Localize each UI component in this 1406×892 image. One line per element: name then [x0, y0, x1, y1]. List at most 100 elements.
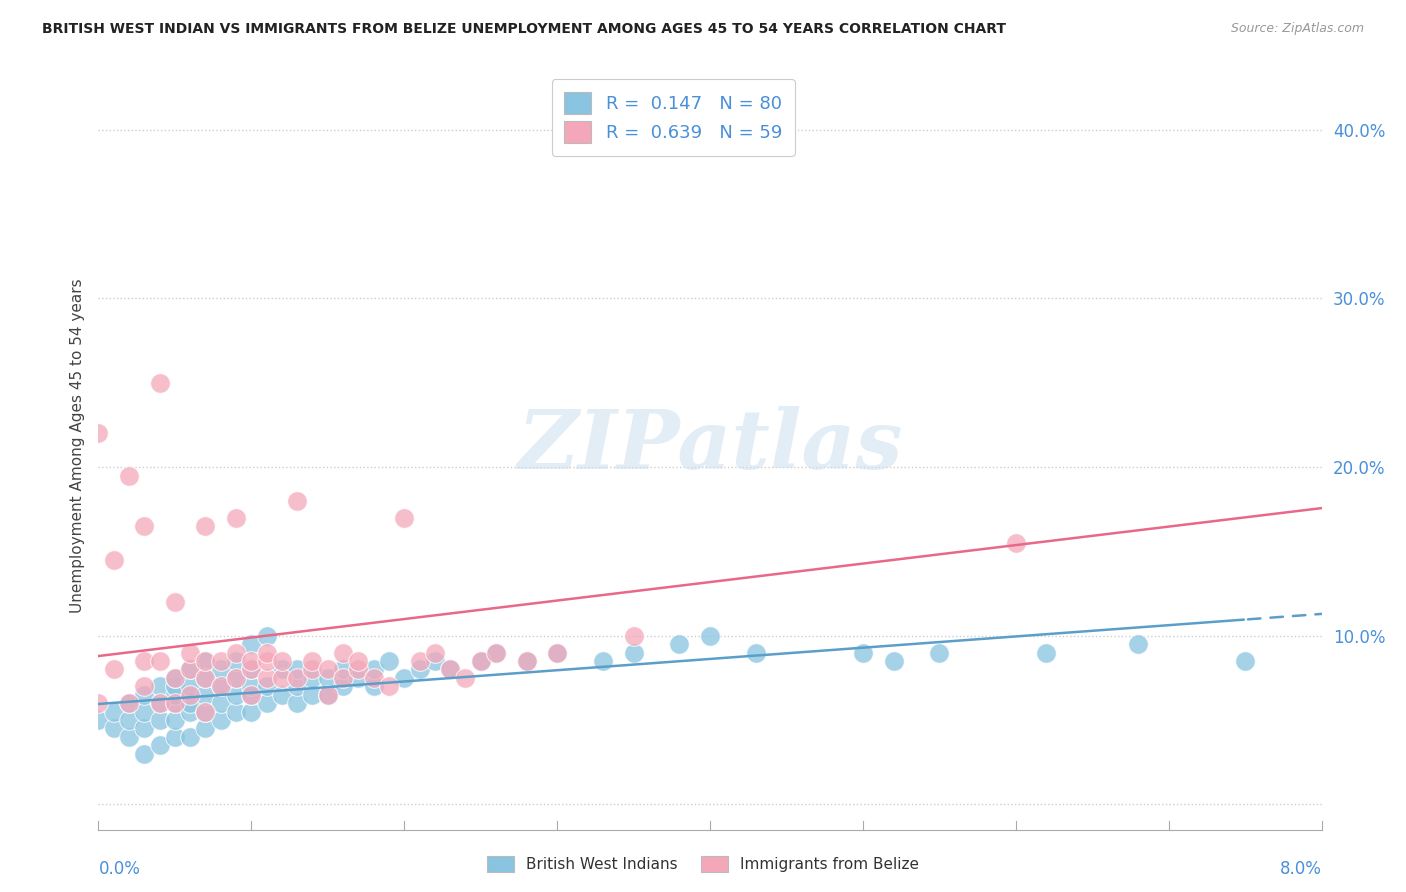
Point — [103, 705, 125, 719]
Point — [240, 654, 263, 668]
Point — [87, 713, 110, 727]
Point — [316, 662, 339, 676]
Point — [225, 688, 247, 702]
Point — [623, 629, 645, 643]
Point — [179, 646, 201, 660]
Point — [347, 662, 370, 676]
Point — [225, 671, 247, 685]
Point — [316, 688, 339, 702]
Legend: British West Indians, Immigrants from Belize: British West Indians, Immigrants from Be… — [479, 848, 927, 880]
Point — [179, 662, 201, 676]
Point — [194, 705, 217, 719]
Point — [118, 713, 141, 727]
Point — [209, 679, 232, 693]
Point — [194, 705, 217, 719]
Point — [134, 688, 156, 702]
Y-axis label: Unemployment Among Ages 45 to 54 years: Unemployment Among Ages 45 to 54 years — [69, 278, 84, 614]
Point — [301, 662, 323, 676]
Text: 0.0%: 0.0% — [98, 860, 141, 878]
Text: 8.0%: 8.0% — [1279, 860, 1322, 878]
Point — [363, 671, 385, 685]
Point — [149, 738, 172, 752]
Point — [103, 722, 125, 736]
Point — [163, 730, 186, 744]
Point — [194, 654, 217, 668]
Point — [392, 510, 416, 524]
Point — [301, 654, 323, 668]
Point — [209, 662, 232, 676]
Point — [149, 654, 172, 668]
Point — [179, 662, 201, 676]
Point — [225, 654, 247, 668]
Point — [194, 671, 217, 685]
Point — [134, 654, 156, 668]
Point — [103, 662, 125, 676]
Point — [163, 696, 186, 710]
Point — [301, 688, 323, 702]
Point — [699, 629, 721, 643]
Point — [163, 713, 186, 727]
Point — [149, 679, 172, 693]
Point — [163, 679, 186, 693]
Point — [194, 654, 217, 668]
Point — [423, 646, 446, 660]
Point — [347, 654, 370, 668]
Point — [378, 654, 401, 668]
Point — [883, 654, 905, 668]
Point — [270, 662, 294, 676]
Point — [332, 671, 354, 685]
Point — [363, 679, 385, 693]
Point — [285, 493, 308, 508]
Point — [378, 679, 401, 693]
Text: ZIPatlas: ZIPatlas — [517, 406, 903, 486]
Point — [546, 646, 568, 660]
Point — [256, 696, 278, 710]
Point — [179, 705, 201, 719]
Point — [1234, 654, 1257, 668]
Point — [179, 679, 201, 693]
Point — [118, 730, 141, 744]
Point — [285, 696, 308, 710]
Point — [516, 654, 538, 668]
Point — [668, 637, 690, 651]
Point — [240, 688, 263, 702]
Point — [118, 696, 141, 710]
Point — [225, 510, 247, 524]
Point — [285, 662, 308, 676]
Legend: R =  0.147   N = 80, R =  0.639   N = 59: R = 0.147 N = 80, R = 0.639 N = 59 — [551, 79, 794, 156]
Point — [454, 671, 477, 685]
Point — [270, 688, 294, 702]
Point — [240, 637, 263, 651]
Point — [1004, 536, 1026, 550]
Point — [103, 553, 125, 567]
Point — [179, 696, 201, 710]
Point — [87, 696, 110, 710]
Point — [852, 646, 875, 660]
Point — [134, 679, 156, 693]
Point — [270, 671, 294, 685]
Point — [256, 629, 278, 643]
Point — [1035, 646, 1057, 660]
Point — [623, 646, 645, 660]
Point — [240, 662, 263, 676]
Point — [149, 696, 172, 710]
Point — [1128, 637, 1150, 651]
Point — [134, 722, 156, 736]
Point — [194, 519, 217, 533]
Point — [194, 688, 217, 702]
Point — [194, 722, 217, 736]
Point — [332, 679, 354, 693]
Point — [118, 696, 141, 710]
Point — [745, 646, 768, 660]
Point — [316, 671, 339, 685]
Point — [546, 646, 568, 660]
Point — [516, 654, 538, 668]
Point — [163, 696, 186, 710]
Point — [301, 671, 323, 685]
Text: BRITISH WEST INDIAN VS IMMIGRANTS FROM BELIZE UNEMPLOYMENT AMONG AGES 45 TO 54 Y: BRITISH WEST INDIAN VS IMMIGRANTS FROM B… — [42, 22, 1007, 37]
Point — [149, 696, 172, 710]
Point — [209, 654, 232, 668]
Point — [470, 654, 492, 668]
Point — [163, 595, 186, 609]
Point — [699, 123, 721, 137]
